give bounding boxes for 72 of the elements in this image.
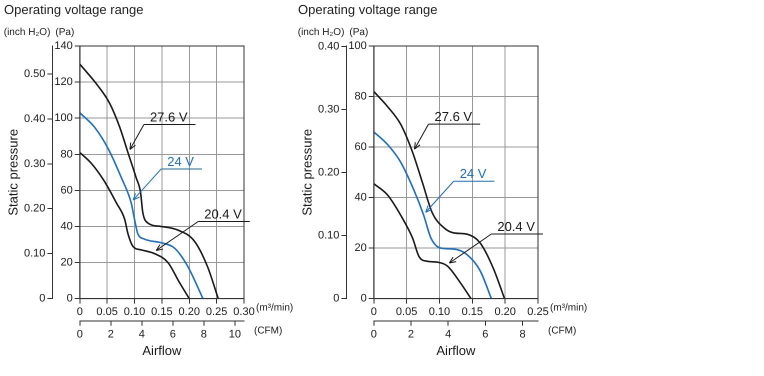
x2-tick-label: 8 xyxy=(520,328,526,340)
x-tick-label: 0.05 xyxy=(396,306,418,318)
x-tick-label: 0.20 xyxy=(494,306,516,318)
y2-tick-label: 20 xyxy=(354,242,367,254)
text: 24 V xyxy=(167,154,194,169)
x-tick-label: 0 xyxy=(370,306,377,318)
text: (m³/min) xyxy=(256,302,294,314)
line-series xyxy=(374,182,472,299)
x2-axis-title: (CFM) xyxy=(254,326,282,337)
line-series xyxy=(374,131,492,299)
x-tick-label: 0.05 xyxy=(96,306,118,318)
x2-axis-title: (CFM) xyxy=(548,326,576,337)
x-tick-label: 0.10 xyxy=(428,306,450,318)
x-tick-label: 0.15 xyxy=(462,306,484,318)
chart-title: Operating voltage range xyxy=(4,1,144,19)
x-axis-title: Airflow xyxy=(436,343,476,358)
x-tick-label: 0 xyxy=(76,306,83,318)
y-tick-label: 0.20 xyxy=(318,166,340,179)
y-tick-label: 0 xyxy=(333,292,340,305)
y2-axis-title: (Pa) xyxy=(349,26,368,38)
x2-tick-label: 8 xyxy=(200,328,207,340)
x2-tick-label: 10 xyxy=(228,328,241,340)
y-axis-title: Static pressure xyxy=(300,128,315,216)
x-tick-label: 0.30 xyxy=(233,306,255,318)
x2-tick-label: 0 xyxy=(76,328,83,340)
x-tick-label: 0.25 xyxy=(206,306,228,318)
text: (inch H₂O) xyxy=(4,26,50,38)
x2-tick-label: 6 xyxy=(170,328,176,340)
y2-tick-label: 80 xyxy=(354,90,367,103)
y2-tick-label: 120 xyxy=(54,76,73,88)
y2-tick-label: 100 xyxy=(54,112,73,124)
y2-tick-label: 40 xyxy=(60,220,73,232)
text: (inch H₂O) xyxy=(298,26,344,38)
y2-tick-label: 80 xyxy=(60,148,73,160)
x2-tick-label: 6 xyxy=(482,328,488,340)
y-tick-label: 0.10 xyxy=(24,248,46,260)
text: 24 V xyxy=(460,166,487,182)
y2-tick-label: 0 xyxy=(360,292,367,305)
x2-tick-label: 4 xyxy=(138,328,145,340)
y2-axis-title: (Pa) xyxy=(55,26,74,38)
y2-tick-label: 0 xyxy=(66,292,73,305)
x2-tick-label: 4 xyxy=(445,328,452,340)
x-tick-label: 0.25 xyxy=(527,306,549,318)
y2-tick-label: 40 xyxy=(354,192,367,204)
x-axis-title: Airflow xyxy=(142,343,182,358)
text: (m³/min) xyxy=(550,302,588,314)
y-tick-label: 0.10 xyxy=(318,230,340,242)
y2-tick-label: 20 xyxy=(60,256,73,269)
chart-title: Operating voltage range xyxy=(298,1,438,19)
y-tick-label: 0.40 xyxy=(24,112,46,125)
y-tick-label: 0 xyxy=(39,292,46,305)
text: 27.6 V xyxy=(434,109,472,124)
y-tick-label: 0.50 xyxy=(24,68,46,80)
y-tick-label: 0.30 xyxy=(24,158,46,170)
x2-tick-label: 2 xyxy=(108,328,114,340)
x-tick-label: 0.15 xyxy=(151,306,173,318)
x-tick-label: 0.10 xyxy=(124,306,146,318)
x2-tick-label: 0 xyxy=(370,328,377,340)
text: 20.4 V xyxy=(204,206,242,222)
y-axis-title: Static pressure xyxy=(6,128,21,216)
x-tick-label: 0.20 xyxy=(178,306,200,318)
y2-tick-label: 60 xyxy=(354,141,367,154)
x2-tick-label: 2 xyxy=(408,328,414,340)
line-series xyxy=(80,112,204,299)
y2-tick-label: 100 xyxy=(348,40,367,52)
y-tick-label: 0.30 xyxy=(318,104,340,116)
y2-tick-label: 140 xyxy=(54,40,73,52)
y-tick-label: 0.40 xyxy=(318,40,340,53)
text: 20.4 V xyxy=(497,219,536,234)
text: 27.6 V xyxy=(150,109,188,124)
y-tick-label: 0.20 xyxy=(24,202,46,215)
y2-tick-label: 60 xyxy=(60,184,73,196)
